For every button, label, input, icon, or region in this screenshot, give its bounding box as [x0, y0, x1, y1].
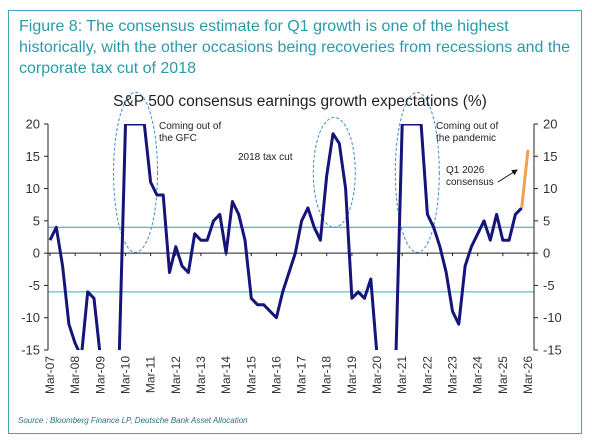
annotation-text: Coming out of — [159, 121, 221, 132]
x-tick-label: Mar-17 — [295, 356, 309, 394]
y-tick-label-left: -15 — [21, 343, 40, 358]
highlight-ellipse — [312, 116, 356, 228]
x-tick-label: Mar-12 — [169, 356, 183, 394]
reference-lines — [48, 226, 534, 293]
x-tick-label: Mar-25 — [496, 356, 510, 394]
annotation-text: Q1 2026 — [446, 165, 485, 176]
x-tick-label: Mar-10 — [118, 356, 132, 394]
series-lines — [48, 124, 530, 350]
x-tick-label: Mar-15 — [244, 356, 258, 394]
earnings-growth-line — [48, 124, 523, 350]
y-tick-label-right: -15 — [543, 343, 562, 358]
y-tick-label-left: -5 — [28, 278, 40, 293]
x-tick-label: Mar-20 — [370, 356, 384, 394]
figure-frame: Figure 8: The consensus estimate for Q1 … — [8, 10, 582, 434]
x-tick-label: Mar-24 — [471, 356, 485, 394]
y-tick-label-left: 15 — [26, 149, 40, 164]
chart-title: S&P 500 consensus earnings growth expect… — [113, 93, 487, 110]
y-tick-label-right: 15 — [543, 149, 557, 164]
x-tick-label: Mar-13 — [194, 356, 208, 394]
highlight-ellipse — [394, 91, 440, 253]
y-tick-label-left: 10 — [26, 181, 40, 196]
y-tick-label-right: 10 — [543, 181, 557, 196]
annotation-text: consensus — [446, 177, 494, 188]
x-tick-label: Mar-14 — [219, 356, 233, 394]
y-tick-label-left: 20 — [26, 117, 40, 132]
x-tick-label: Mar-21 — [395, 356, 409, 394]
x-tick-label: Mar-22 — [420, 356, 434, 394]
figure-caption: Figure 8: The consensus estimate for Q1 … — [19, 18, 571, 77]
source-note: Source : Bloomberg Finance LP, Deutsche … — [18, 416, 248, 425]
y-tick-label-left: 5 — [33, 213, 40, 228]
y-tick-label-left: -10 — [21, 310, 40, 325]
highlight-ellipse — [113, 91, 159, 253]
x-tick-label: Mar-19 — [345, 356, 359, 394]
annotation-text: the pandemic — [436, 133, 496, 144]
y-tick-label-right: 5 — [543, 213, 550, 228]
y-tick-label-right: 0 — [543, 246, 550, 261]
y-tick-label-right: -10 — [543, 310, 562, 325]
x-tick-label: Mar-08 — [68, 356, 82, 394]
annotation-text: the GFC — [159, 133, 197, 144]
y-tick-label-right: -5 — [543, 278, 555, 293]
q1-2026-consensus-line — [520, 149, 530, 209]
x-tick-label: Mar-07 — [43, 356, 57, 394]
y-tick-label-left: 0 — [33, 246, 40, 261]
annotation-arrow — [497, 169, 518, 183]
x-tick-label: Mar-18 — [320, 356, 334, 394]
annotation-text: 2018 tax cut — [238, 152, 293, 163]
x-tick-label: Mar-11 — [144, 356, 158, 393]
y-tick-label-right: 20 — [543, 117, 557, 132]
annotation-text: Coming out of — [436, 121, 498, 132]
x-tick-label: Mar-09 — [93, 356, 107, 394]
x-tick-label: Mar-23 — [446, 356, 460, 394]
x-tick-label: Mar-26 — [521, 356, 535, 394]
x-tick-label: Mar-16 — [269, 356, 283, 394]
highlight-ellipses — [113, 91, 440, 253]
